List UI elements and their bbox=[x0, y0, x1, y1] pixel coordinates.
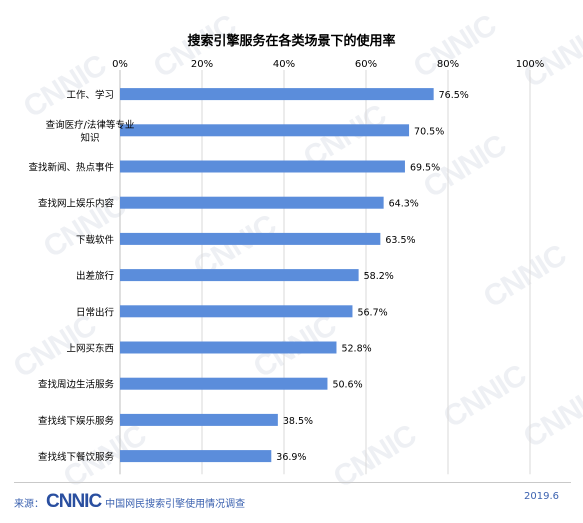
publish-date: 2019.6 bbox=[524, 491, 559, 502]
category-label: 出差旅行 bbox=[76, 270, 115, 282]
data-label: 52.8% bbox=[341, 344, 371, 355]
x-tick-label: 20% bbox=[191, 59, 213, 70]
x-tick-label: 60% bbox=[355, 59, 377, 70]
category-label: 下载软件 bbox=[76, 234, 115, 246]
bar bbox=[120, 196, 384, 209]
category-label: 日常出行 bbox=[76, 306, 115, 318]
category-label: 查询医疗/法律等专业 bbox=[46, 119, 135, 131]
data-label: 36.9% bbox=[276, 452, 306, 463]
data-label: 58.2% bbox=[364, 271, 394, 282]
cnnic-logo: CNNIC bbox=[46, 491, 102, 512]
x-tick-label: 0% bbox=[112, 59, 128, 70]
bar bbox=[120, 450, 272, 463]
category-label: 查找线下餐饮服务 bbox=[38, 451, 115, 463]
chart-title: 搜索引擎服务在各类场景下的使用率 bbox=[187, 34, 396, 49]
x-tick-label: 100% bbox=[516, 59, 545, 70]
data-label: 38.5% bbox=[283, 416, 313, 427]
bar bbox=[120, 413, 278, 426]
category-label: 查找线下娱乐服务 bbox=[38, 415, 115, 427]
x-tick-label: 40% bbox=[273, 59, 295, 70]
footer-divider bbox=[14, 482, 571, 483]
bar bbox=[120, 160, 405, 173]
data-label: 76.5% bbox=[439, 90, 469, 101]
category-label: 工作、学习 bbox=[66, 89, 114, 101]
bar bbox=[120, 232, 381, 245]
category-label: 查找周边生活服务 bbox=[38, 379, 115, 391]
category-label: 查找新闻、热点事件 bbox=[28, 162, 114, 174]
bar bbox=[120, 269, 359, 282]
data-label: 50.6% bbox=[332, 380, 362, 391]
source-text: 中国网民搜索引擎使用情况调查 bbox=[105, 498, 246, 510]
bar bbox=[120, 377, 328, 390]
category-label: 上网买东西 bbox=[66, 343, 114, 355]
bar bbox=[120, 305, 353, 318]
data-label: 69.5% bbox=[410, 163, 440, 174]
source-note: 来源： CNNIC 中国网民搜索引擎使用情况调查 bbox=[14, 491, 245, 513]
source-label: 来源： bbox=[14, 498, 44, 510]
bar bbox=[120, 341, 337, 354]
bar bbox=[120, 124, 410, 137]
data-label: 70.5% bbox=[414, 126, 444, 137]
x-tick-label: 80% bbox=[437, 59, 459, 70]
data-label: 63.5% bbox=[385, 235, 415, 246]
bar bbox=[120, 88, 434, 101]
category-label: 知识 bbox=[80, 132, 99, 144]
data-label: 64.3% bbox=[389, 199, 419, 210]
data-label: 56.7% bbox=[357, 307, 387, 318]
category-label: 查找网上娱乐内容 bbox=[38, 198, 115, 210]
